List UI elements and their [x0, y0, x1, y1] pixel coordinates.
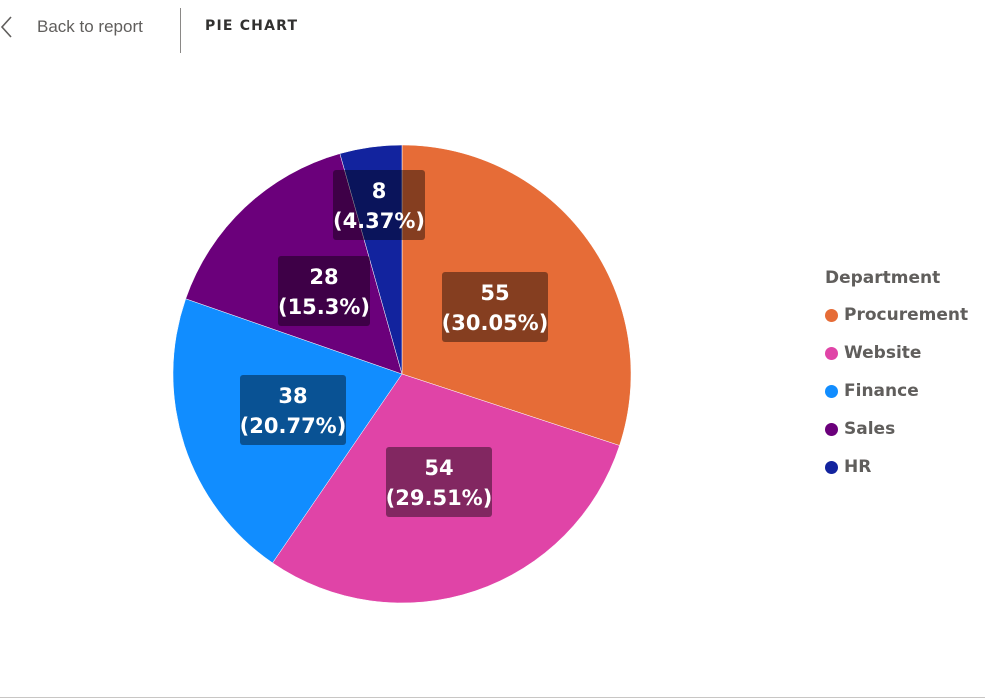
top-bar: Back to report PIE CHART: [0, 0, 985, 55]
chart-legend: Department Procurement Website Finance Sale…: [825, 268, 968, 486]
legend-item-website[interactable]: Website: [825, 334, 968, 372]
chevron-left-icon: [0, 16, 12, 38]
legend-label: Procurement: [844, 305, 969, 325]
legend-item-hr[interactable]: HR: [825, 448, 968, 486]
legend-item-sales[interactable]: Sales: [825, 410, 968, 448]
data-label-percent: (15.3%): [278, 295, 370, 319]
legend-label: HR: [844, 457, 872, 477]
legend-label: Finance: [844, 381, 919, 401]
legend-marker: [825, 308, 838, 322]
pie-slice-procurement[interactable]: [401, 144, 632, 446]
data-label-percent: (20.77%): [240, 414, 347, 438]
legend-marker: [825, 460, 838, 474]
data-label-value: 8: [372, 179, 387, 203]
data-label-value: 55: [480, 281, 509, 305]
legend-label: Sales: [844, 419, 896, 439]
data-label-percent: (29.51%): [386, 486, 493, 510]
legend-marker: [825, 346, 838, 360]
data-label-website: 54 (29.51%): [386, 447, 493, 517]
legend-marker: [825, 384, 838, 398]
data-label-background: [333, 170, 425, 240]
back-to-report-button[interactable]: Back to report: [0, 10, 143, 44]
pie-chart: 55 (30.05%) 54 (29.51%) 38 (20.77%) 28 (15.3%) 8…: [172, 144, 632, 604]
legend-title: Department: [825, 268, 941, 288]
data-label-value: 28: [309, 265, 338, 289]
data-label-background: [240, 375, 346, 445]
pie-slice-sales[interactable]: [185, 153, 403, 375]
data-label-sales: 28 (15.3%): [278, 256, 370, 326]
header-divider: [180, 8, 181, 53]
back-label: Back to report: [37, 17, 143, 36]
data-label-procurement: 55 (30.05%): [442, 272, 549, 342]
data-label-background: [442, 272, 548, 342]
data-label-hr: 8 (4.37%): [333, 170, 425, 240]
data-label-background: [278, 256, 370, 326]
legend-item-procurement[interactable]: Procurement: [825, 296, 968, 334]
data-label-background: [386, 447, 492, 517]
pie-slice-website[interactable]: [272, 373, 620, 604]
data-label-percent: (30.05%): [442, 311, 549, 335]
legend-label: Website: [844, 343, 922, 363]
data-label-value: 38: [278, 384, 307, 408]
legend-item-finance[interactable]: Finance: [825, 372, 968, 410]
legend-marker: [825, 422, 838, 436]
bottom-divider: [0, 697, 985, 698]
data-label-finance: 38 (20.77%): [240, 375, 347, 445]
pie-slice-hr[interactable]: [339, 144, 403, 375]
page-title: PIE CHART: [205, 18, 299, 34]
pie-slice-finance[interactable]: [172, 298, 403, 564]
data-label-percent: (4.37%): [333, 209, 425, 233]
data-label-value: 54: [424, 456, 453, 480]
